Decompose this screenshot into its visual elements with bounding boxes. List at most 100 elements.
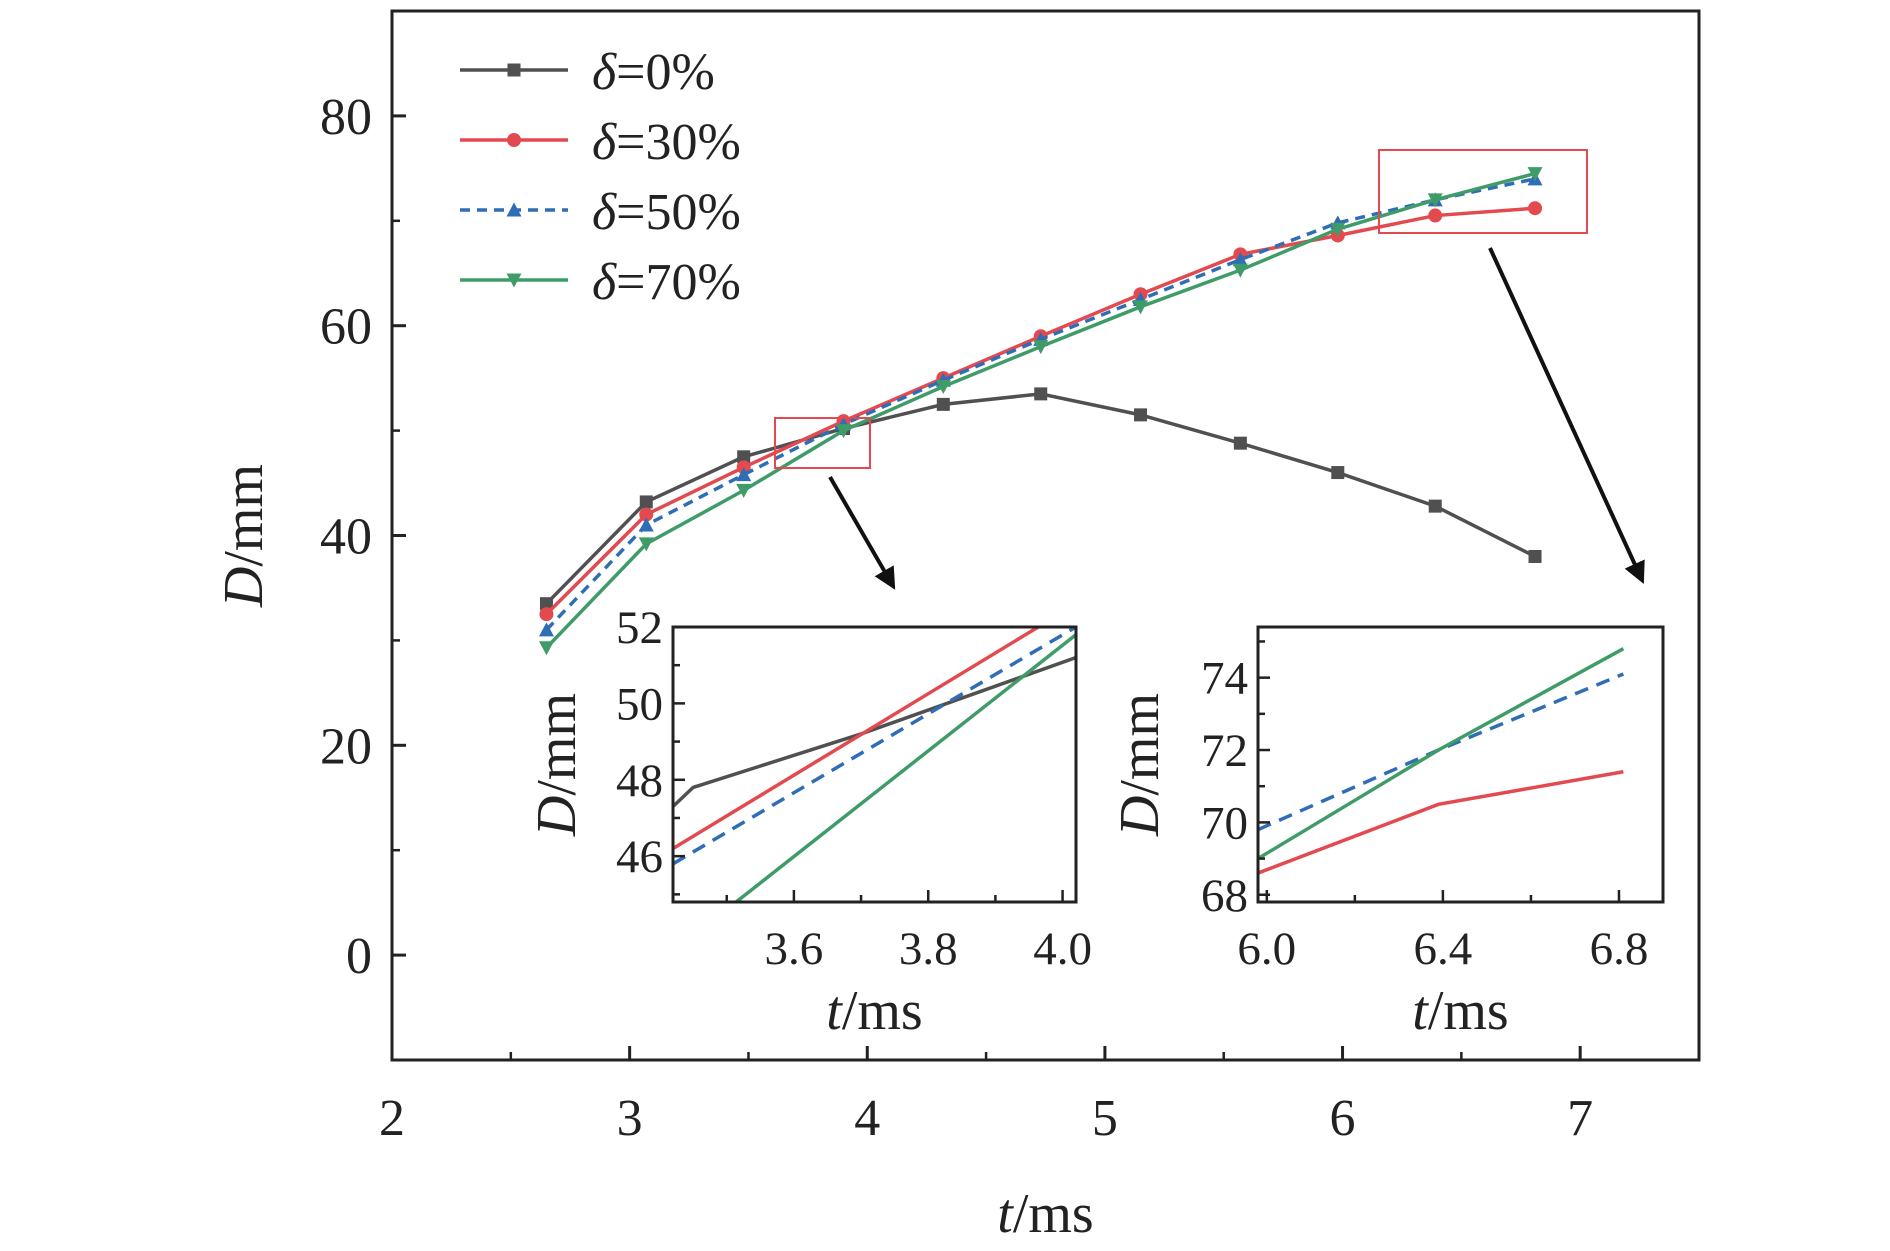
inset-series-group — [673, 627, 1076, 902]
y-axis-title: D/mm — [213, 464, 275, 608]
x-axis-title: t/ms — [997, 1183, 1093, 1245]
inset-x-tick-label: 6.4 — [1414, 923, 1473, 975]
y-tick-label: 80 — [320, 89, 372, 146]
series-line — [545, 171, 1536, 649]
inset-series-line-2 — [1258, 647, 1625, 861]
inset-y-tick-label: 74 — [1201, 653, 1248, 705]
x-tick-label: 2 — [379, 1090, 405, 1147]
x-axis-title-italic: t — [997, 1183, 1014, 1245]
zoom-highlight-group — [774, 149, 1588, 469]
legend-marker — [507, 133, 521, 147]
inset-x-tick-label: 6.8 — [1590, 923, 1649, 975]
inset-series-line-3 — [733, 633, 1076, 902]
legend-label-text: =0% — [616, 44, 715, 101]
inset-x-tick-label: 6.0 — [1237, 923, 1296, 975]
inset-series-line-0 — [1258, 770, 1624, 875]
data-point — [1427, 193, 1443, 208]
data-point — [639, 495, 653, 509]
data-point — [639, 507, 654, 522]
zoom-box-1 — [774, 417, 871, 469]
inset-y-axis-title-italic: D — [1109, 796, 1171, 837]
inset-x-tick-label: 4.0 — [1033, 923, 1092, 975]
inset-y-tick-label: 70 — [1201, 797, 1248, 849]
legend-label-symbol: δ — [592, 254, 617, 311]
y-tick-label: 60 — [320, 299, 372, 356]
legend-label-text: =70% — [616, 254, 741, 311]
inset-x-axis-title-italic: t — [826, 980, 843, 1042]
legend-label: δ=0% — [592, 44, 715, 101]
inset-x-tick-label: 3.8 — [899, 923, 958, 975]
data-point — [1428, 208, 1443, 223]
x-tick-label: 6 — [1330, 1090, 1356, 1147]
x-tick-label: 5 — [1092, 1090, 1118, 1147]
legend-label-text: =30% — [616, 114, 741, 171]
inset-plot-1: 3.6 3.8 4.0 46 48 50 52 t/ms D/mm — [526, 602, 1092, 1042]
data-point — [1233, 436, 1247, 450]
x-axis-title-rest: /ms — [1013, 1183, 1094, 1245]
legend: δ=0%δ=30%δ=50%δ=70% — [460, 44, 741, 311]
legend-label-symbol: δ — [592, 114, 617, 171]
legend-entry-3: δ=70% — [460, 254, 741, 311]
inset-y-tick-label: 48 — [616, 755, 663, 807]
callout-arrow-group — [828, 247, 1645, 590]
series-line — [545, 177, 1536, 632]
y-tick-label: 40 — [320, 509, 372, 566]
data-point — [638, 517, 654, 532]
inset-y-axis-title-rest: /mm — [526, 693, 588, 796]
legend-marker — [506, 273, 522, 288]
inset-y-axis-title: D/mm — [1109, 693, 1171, 837]
inset-y-axis-title: D/mm — [526, 693, 588, 837]
data-point — [1232, 263, 1248, 278]
legend-label-symbol: δ — [592, 184, 617, 241]
callout-arrow-1 — [828, 475, 896, 590]
legend-entry-1: δ=30% — [460, 114, 741, 171]
inset-x-axis-title-italic: t — [1412, 980, 1429, 1042]
inset-y-tick-label: 46 — [616, 831, 663, 883]
legend-entry-2: δ=50% — [460, 184, 741, 241]
data-point — [1034, 387, 1048, 401]
inset-y-tick-label: 72 — [1201, 725, 1248, 777]
zoom-box-2 — [1378, 149, 1588, 234]
data-point — [539, 607, 554, 622]
inset-series-group — [1258, 647, 1625, 875]
data-point — [736, 467, 752, 482]
x-tick-label: 7 — [1567, 1090, 1593, 1147]
data-point — [538, 641, 554, 656]
inset-x-axis-title: t/ms — [1412, 980, 1508, 1042]
callout-arrow-2 — [1488, 247, 1645, 585]
data-point — [1330, 222, 1346, 237]
inset-y-tick-label: 68 — [1201, 870, 1248, 922]
inset-x-axis-title: t/ms — [826, 980, 922, 1042]
series-0 — [539, 387, 1542, 611]
series-3 — [538, 167, 1543, 656]
inset-series-line-2 — [673, 627, 1076, 866]
legend-label: δ=30% — [592, 114, 741, 171]
inset-background — [673, 627, 1076, 902]
data-point — [1428, 499, 1442, 513]
y-axis-title-rest: /mm — [213, 464, 275, 567]
legend-marker — [506, 202, 522, 217]
inset-y-axis-title-rest: /mm — [1109, 693, 1171, 796]
inset-y-tick-label: 52 — [616, 602, 663, 654]
inset-x-axis-title-rest: /ms — [842, 980, 923, 1042]
data-point — [638, 537, 654, 552]
inset-x-axis-title-rest: /ms — [1428, 980, 1509, 1042]
inset-frame — [1256, 625, 1665, 904]
data-point — [737, 450, 751, 464]
data-point — [1232, 252, 1248, 267]
data-point — [1528, 201, 1543, 216]
inset-series-line-0 — [673, 655, 1076, 808]
inset-plot-2: 6.0 6.4 6.8 68 70 72 74 t/ms D/mm — [1109, 625, 1665, 1042]
inset-series-line-1 — [673, 627, 1042, 851]
data-point — [538, 622, 554, 637]
data-point — [1134, 408, 1148, 422]
legend-label-symbol: δ — [592, 44, 617, 101]
series-line — [545, 392, 1536, 605]
inset-x-tick-label: 3.6 — [765, 923, 824, 975]
inset-y-axis-title-italic: D — [526, 796, 588, 837]
data-point — [936, 397, 950, 411]
y-tick-label: 20 — [320, 718, 372, 775]
